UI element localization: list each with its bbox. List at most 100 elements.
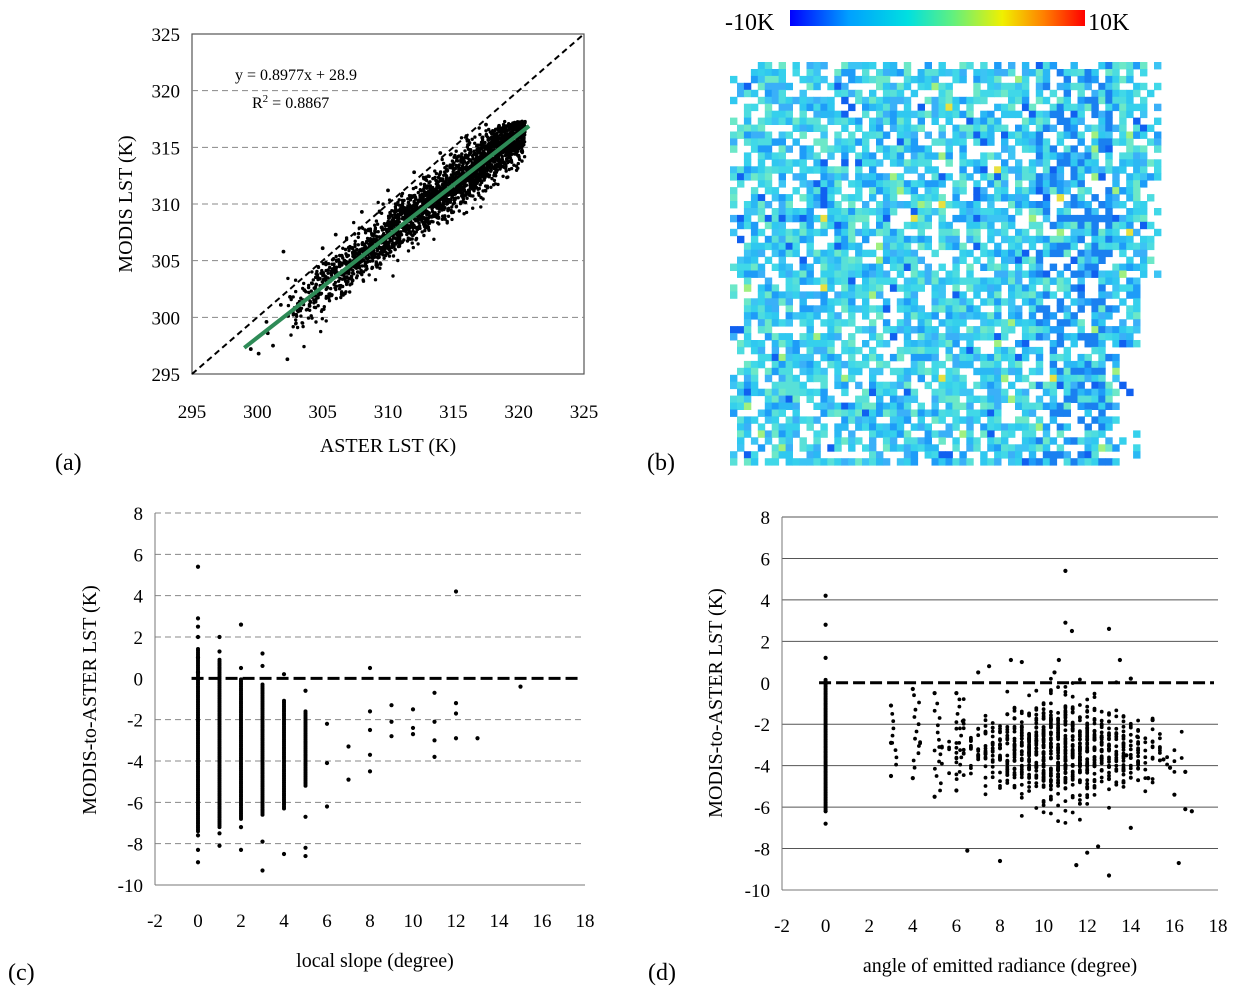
map-cell	[827, 173, 835, 181]
map-cell	[938, 124, 946, 132]
map-cell	[1077, 194, 1085, 202]
map-cell	[1098, 284, 1106, 292]
map-cell	[1028, 367, 1037, 376]
map-cell	[1105, 110, 1113, 119]
map-cell	[952, 263, 960, 271]
map-cell	[785, 333, 793, 341]
map-cell	[820, 187, 828, 195]
map-cell	[1015, 319, 1023, 327]
map-cell	[820, 277, 828, 285]
map-cell	[910, 256, 919, 264]
map-cell	[1140, 180, 1148, 188]
map-cell	[910, 214, 919, 223]
panel-a-point	[448, 163, 452, 167]
map-cell	[1091, 430, 1099, 438]
panel-a-point	[426, 210, 430, 215]
map-cell	[931, 277, 939, 285]
map-cell	[834, 69, 842, 77]
map-cell	[889, 333, 898, 341]
map-cell	[771, 291, 780, 299]
panel-a-point	[387, 254, 392, 258]
map-cell	[1021, 187, 1030, 195]
map-cell	[1063, 388, 1071, 397]
map-cell	[994, 284, 1002, 292]
map-cell	[966, 96, 974, 105]
map-cell	[764, 395, 773, 403]
map-cell	[931, 409, 939, 417]
map-cell	[764, 110, 773, 119]
map-cell	[813, 312, 821, 320]
panel-a-point	[320, 246, 325, 251]
map-cell	[848, 409, 856, 417]
panel-a-point	[489, 137, 494, 141]
panel-a-point	[501, 140, 505, 144]
panel-a-point	[497, 165, 501, 169]
map-cell	[855, 138, 863, 146]
panel-a-point	[492, 166, 497, 171]
map-cell	[980, 117, 988, 125]
map-cell	[862, 423, 870, 431]
map-cell	[938, 395, 946, 403]
map-cell	[785, 194, 793, 202]
map-cell	[841, 346, 849, 355]
panel-a-point	[502, 165, 506, 170]
map-cell	[1021, 444, 1030, 452]
map-cell	[757, 152, 766, 160]
map-cell	[834, 312, 842, 320]
panel-a-point	[414, 236, 419, 241]
map-cell	[862, 138, 870, 146]
map-cell	[1063, 277, 1071, 285]
panel-a-point	[470, 154, 475, 158]
map-cell	[806, 242, 814, 251]
map-cell	[945, 423, 953, 431]
map-cell	[1035, 277, 1044, 285]
map-cell	[820, 388, 828, 397]
panel-a-point	[309, 281, 314, 285]
map-cell	[987, 402, 995, 410]
panel-a-ytick-label: 310	[152, 195, 181, 216]
map-cell	[862, 416, 870, 424]
map-cell	[1063, 319, 1071, 327]
map-cell	[1015, 291, 1023, 299]
map-cell	[1084, 201, 1092, 209]
map-cell	[813, 228, 821, 237]
map-cell	[792, 117, 800, 125]
map-cell	[737, 214, 745, 223]
map-cell	[792, 395, 800, 403]
map-cell	[1070, 180, 1078, 188]
panel-a-point	[479, 151, 483, 156]
map-cell	[952, 96, 960, 105]
panel-a-point	[306, 285, 311, 290]
map-cell	[1105, 75, 1113, 84]
map-cell	[1015, 131, 1023, 139]
map-cell	[834, 326, 842, 334]
map-cell	[1049, 409, 1058, 417]
map-cell	[876, 201, 884, 209]
map-cell	[862, 110, 870, 119]
map-cell	[743, 270, 752, 278]
panel-a-point	[344, 282, 349, 287]
map-cell	[730, 96, 738, 105]
map-cell	[827, 409, 835, 417]
map-cell	[1028, 430, 1037, 438]
panel-a-point	[300, 321, 305, 325]
map-cell	[869, 451, 877, 459]
map-cell	[1028, 437, 1037, 445]
map-cell	[806, 228, 814, 237]
map-cell	[882, 423, 891, 431]
map-cell	[1056, 221, 1065, 230]
map-cell	[1008, 353, 1016, 362]
map-cell	[792, 62, 800, 70]
map-cell	[1077, 96, 1085, 105]
map-cell	[952, 381, 960, 390]
map-cell	[827, 346, 835, 355]
map-cell	[931, 194, 939, 202]
map-cell	[980, 173, 988, 181]
map-cell	[750, 451, 759, 459]
map-cell	[834, 270, 842, 278]
map-cell	[1015, 263, 1023, 271]
panel-a-point	[309, 289, 313, 293]
panel-a-point	[499, 165, 504, 169]
map-cell	[1112, 82, 1120, 91]
map-cell	[813, 367, 821, 376]
